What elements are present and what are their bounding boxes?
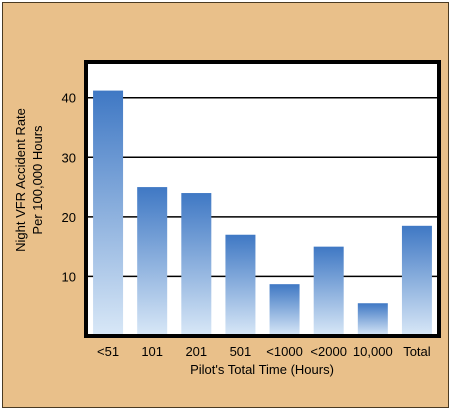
y-tick-label: 20 xyxy=(62,210,76,225)
bars xyxy=(93,90,432,336)
y-tick-label: 10 xyxy=(62,269,76,284)
bar-1 xyxy=(137,187,168,336)
x-tick-label: Total xyxy=(403,344,431,359)
bar-3 xyxy=(225,234,256,336)
x-tick-label: 10,000 xyxy=(353,344,393,359)
y-axis-ticks: 10 20 30 40 xyxy=(62,91,76,285)
x-tick-label: 201 xyxy=(185,344,207,359)
bar-6 xyxy=(357,303,388,336)
plot-border xyxy=(84,60,441,338)
x-tick-label: <1000 xyxy=(266,344,303,359)
y-axis-label-line2: Per 100,000 Hours xyxy=(30,125,45,235)
bar-2 xyxy=(181,193,212,336)
x-tick-label: 501 xyxy=(230,344,252,359)
x-axis-ticks: <51 101 201 501 <1000 <2000 10,000 Total xyxy=(97,344,431,359)
bar-5 xyxy=(313,246,344,336)
x-tick-label: <2000 xyxy=(310,344,347,359)
bar-0 xyxy=(93,90,124,336)
x-tick-label: 101 xyxy=(141,344,163,359)
bar-7 xyxy=(401,225,432,336)
y-axis-label-line1: Night VFR Accident Rate xyxy=(13,108,28,252)
bar-4 xyxy=(269,284,300,336)
y-tick-label: 40 xyxy=(62,91,76,106)
y-tick-label: 30 xyxy=(62,150,76,165)
x-axis-label: Pilot's Total Time (Hours) xyxy=(190,362,334,377)
x-tick-label: <51 xyxy=(97,344,119,359)
